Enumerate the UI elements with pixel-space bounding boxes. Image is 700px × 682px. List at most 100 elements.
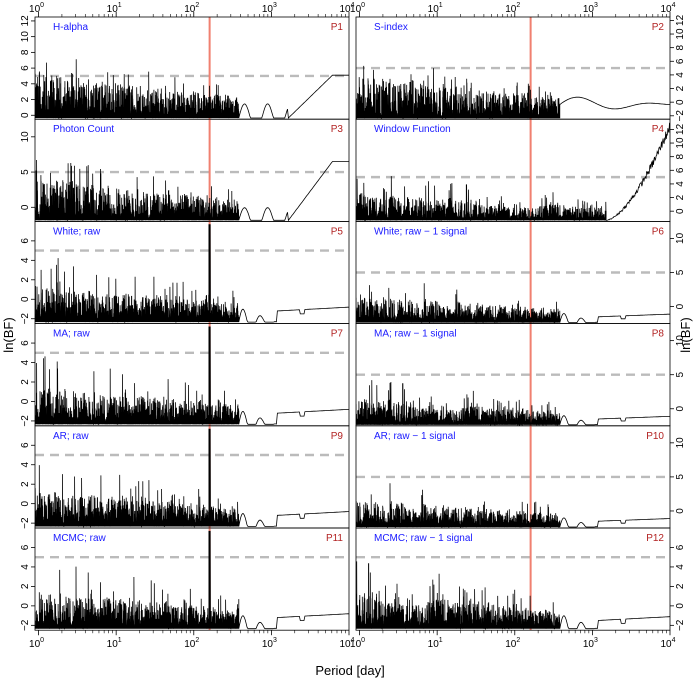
- y-tick-label: 0: [20, 204, 31, 210]
- x-tick-label: 102: [505, 637, 520, 650]
- y-tick-label: 6: [20, 340, 31, 346]
- y-tick-label: 0: [675, 303, 686, 309]
- panel-id: P10: [646, 431, 664, 442]
- y-tick-label: 0: [675, 508, 686, 514]
- y-tick-label: 6: [675, 58, 686, 64]
- y-tick-label: 10: [20, 31, 31, 43]
- y-tick-label: 8: [675, 44, 686, 50]
- x-tick-label: 102: [505, 2, 520, 15]
- panels-layer: 0 2 4 6 8 10 12 H-alpha P1 −2 0 2 4 6 8 10 12 S-index P2 0 5…: [20, 14, 686, 631]
- panel-plot-area: [35, 323, 349, 426]
- x-tick-label: 100: [29, 637, 44, 650]
- panel-p5: −2 0 2 4 6 White; raw P5: [20, 220, 350, 324]
- panel-title: MA; raw: [53, 329, 90, 340]
- y-tick-label: 0: [675, 99, 686, 105]
- panel-id: P4: [652, 124, 665, 135]
- panel-p2: −2 0 2 4 6 8 10 12 S-index P2: [355, 14, 686, 121]
- y-tick-label: 2: [20, 583, 31, 589]
- panel-title: White; raw: [53, 226, 101, 237]
- periodogram-curve: [356, 561, 670, 631]
- panel-frame: [355, 527, 671, 631]
- panel-title: MCMC; raw − 1 signal: [374, 533, 473, 544]
- panel-plot-area: [356, 425, 670, 528]
- panel-p12: −2 0 2 4 6 MCMC; raw − 1 signal P12: [355, 527, 686, 631]
- panel-p6: 0 5 10 White; raw − 1 signal P6: [355, 220, 686, 324]
- panel-id: P3: [331, 124, 344, 135]
- y-tick-label: 10: [675, 28, 686, 40]
- y-tick-label: 2: [675, 194, 686, 200]
- panel-title: Window Function: [374, 124, 451, 135]
- panel-title: MCMC; raw: [53, 533, 107, 544]
- periodogram-curve: [356, 65, 670, 120]
- y-tick-label: 12: [20, 15, 31, 27]
- y-tick-label: 6: [20, 65, 31, 71]
- panel-p3: 0 5 10 Photon Count P3: [20, 118, 350, 222]
- panel-p7: −2 0 2 4 6 MA; raw P7: [20, 323, 350, 427]
- panel-p8: 0 5 10 MA; raw − 1 signal P8: [355, 323, 686, 427]
- y-axis-ticks: −2 0 2 4 6: [670, 544, 686, 631]
- y-tick-label: 4: [20, 564, 31, 570]
- panel-p1: 0 2 4 6 8 10 12 H-alpha P1: [20, 15, 350, 120]
- y-tick-label: 6: [20, 238, 31, 244]
- y-tick-label: 0: [675, 603, 686, 609]
- panel-plot-area: [356, 323, 670, 426]
- periodogram-curve: [356, 380, 670, 426]
- y-tick-label: 4: [20, 257, 31, 263]
- periodogram-curve: [35, 59, 349, 120]
- y-tick-label: 4: [20, 462, 31, 468]
- panel-plot-area: [356, 17, 670, 120]
- y-axis-ticks: 0 2 4 6 8 10 12: [670, 123, 686, 214]
- y-tick-label: 0: [20, 112, 31, 118]
- y-tick-label: 2: [20, 379, 31, 385]
- panel-p4: 0 2 4 6 8 10 12 Window Function P4: [355, 118, 686, 222]
- panel-title: White; raw − 1 signal: [374, 226, 467, 237]
- y-tick-label: 5: [20, 169, 31, 175]
- periodogram-curve: [35, 224, 349, 324]
- y-tick-label: 2: [675, 583, 686, 589]
- periodogram-curve: [356, 483, 670, 528]
- periodogram-curve: [35, 326, 349, 426]
- periodogram-curve: [35, 428, 349, 528]
- x-axis-title: Period [day]: [315, 663, 384, 678]
- panel-id: P7: [331, 329, 344, 340]
- y-axis-ticks: −2 0 2 4 6: [20, 442, 35, 529]
- y-tick-label: 2: [20, 481, 31, 487]
- panel-p9: −2 0 2 4 6 AR; raw P9: [20, 425, 350, 529]
- panel-title: AR; raw: [53, 431, 89, 442]
- y-tick-label: 2: [675, 85, 686, 91]
- x-tick-label: 104: [660, 637, 675, 650]
- panel-plot-area: [356, 528, 670, 631]
- y-axis-ticks: −2 0 2 4 6: [20, 544, 35, 631]
- y-tick-label: 4: [20, 81, 31, 87]
- y-tick-label: 0: [20, 603, 31, 609]
- panel-title: H-alpha: [53, 22, 88, 33]
- y-tick-label: 0: [675, 208, 686, 214]
- periodogram-curve: [356, 283, 670, 324]
- y-tick-label: 4: [675, 72, 686, 78]
- panel-plot-area: [35, 119, 349, 222]
- y-tick-label: 0: [675, 406, 686, 412]
- panel-id: P1: [331, 22, 344, 33]
- panel-p10: 0 5 10 AR; raw − 1 signal P10: [355, 425, 686, 529]
- panel-id: P11: [326, 533, 343, 544]
- y-tick-label: 0: [20, 296, 31, 302]
- x-tick-label: 103: [583, 2, 598, 15]
- y-axis-ticks: −2 0 2 4 6 8 10 12: [670, 14, 686, 121]
- y-axis-title-right: ln(BF): [678, 317, 693, 352]
- y-tick-label: 12: [675, 14, 686, 26]
- x-tick-label: 101: [107, 637, 122, 650]
- y-tick-label: 0: [20, 398, 31, 404]
- panel-p11: −2 0 2 4 6 MCMC; raw P11: [20, 527, 350, 631]
- y-tick-label: 10: [675, 437, 686, 449]
- y-tick-label: 12: [675, 123, 686, 135]
- y-tick-label: −2: [675, 110, 686, 122]
- panel-id: P8: [652, 329, 665, 340]
- y-tick-label: 10: [675, 335, 686, 347]
- x-tick-label: 101: [428, 2, 443, 15]
- y-tick-label: 10: [675, 232, 686, 244]
- y-tick-label: 8: [20, 49, 31, 55]
- y-axis-ticks: 0 5 10: [20, 131, 35, 210]
- panel-plot-area: [356, 221, 670, 324]
